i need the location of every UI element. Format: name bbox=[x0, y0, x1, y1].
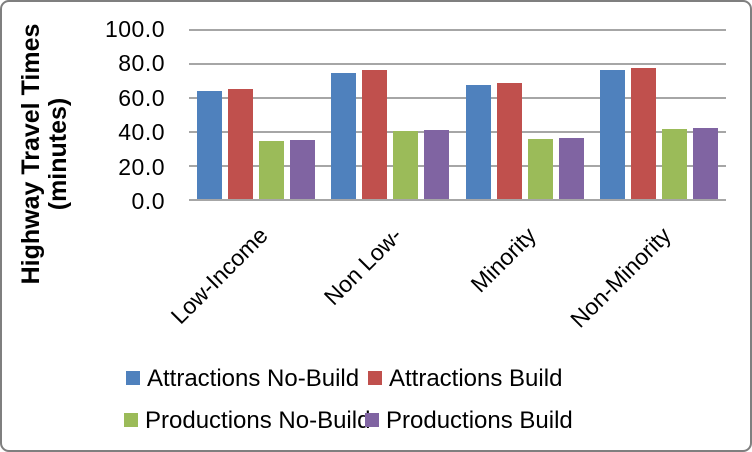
y-tick-label: 0.0 bbox=[131, 188, 165, 214]
x-axis-category-label: Low-Income bbox=[165, 222, 273, 329]
gridline bbox=[189, 165, 726, 167]
bar bbox=[496, 83, 522, 199]
bar-group-3 bbox=[592, 29, 726, 199]
y-axis-tick-labels: 100.0 80.0 60.0 40.0 20.0 0.0 bbox=[2, 17, 165, 213]
legend-label: Attractions Build bbox=[389, 365, 563, 392]
bar bbox=[558, 137, 584, 199]
x-axis-line bbox=[189, 199, 726, 201]
bar bbox=[393, 130, 419, 199]
legend-swatch bbox=[124, 413, 138, 427]
bar bbox=[692, 128, 718, 199]
y-tick-label: 60.0 bbox=[118, 84, 165, 111]
legend-item: Attractions No-Build bbox=[126, 365, 359, 393]
bar bbox=[362, 70, 388, 199]
y-tick-label: 20.0 bbox=[118, 153, 165, 180]
legend-item: Productions Build bbox=[365, 407, 573, 435]
bar bbox=[527, 139, 553, 199]
y-tick-label: 40.0 bbox=[118, 119, 165, 146]
x-axis-category-label: Non-Minority bbox=[564, 222, 676, 333]
legend-label: Attractions No-Build bbox=[147, 365, 360, 392]
bar bbox=[661, 129, 687, 199]
legend-item: Attractions Build bbox=[368, 365, 562, 393]
gridline bbox=[189, 63, 726, 65]
bar bbox=[290, 139, 316, 199]
gridline bbox=[189, 97, 726, 99]
bar bbox=[630, 67, 656, 199]
bar-group-2 bbox=[458, 29, 592, 199]
bar bbox=[599, 69, 625, 199]
legend-label: Productions No-Build bbox=[145, 407, 371, 434]
gridline bbox=[189, 29, 726, 31]
bar bbox=[197, 91, 223, 199]
bar bbox=[424, 130, 450, 199]
bar-group-1 bbox=[323, 29, 457, 199]
bar bbox=[228, 88, 254, 199]
bar-group-0 bbox=[189, 29, 323, 199]
plot-area bbox=[189, 29, 726, 201]
legend-item: Productions No-Build bbox=[124, 407, 370, 435]
y-tick-label: 100.0 bbox=[104, 16, 165, 42]
x-axis-category-label: Non Low- bbox=[318, 222, 407, 310]
legend-swatch bbox=[365, 413, 379, 427]
legend-label: Productions Build bbox=[386, 407, 573, 434]
gridline bbox=[189, 131, 726, 133]
bar bbox=[259, 140, 285, 199]
y-tick-label: 80.0 bbox=[118, 50, 165, 77]
x-axis-category-label: Minority bbox=[465, 222, 542, 298]
legend-swatch bbox=[368, 371, 382, 385]
bar-groups bbox=[189, 29, 726, 199]
bar bbox=[465, 85, 491, 199]
bar bbox=[331, 73, 357, 199]
legend-swatch bbox=[126, 371, 140, 385]
